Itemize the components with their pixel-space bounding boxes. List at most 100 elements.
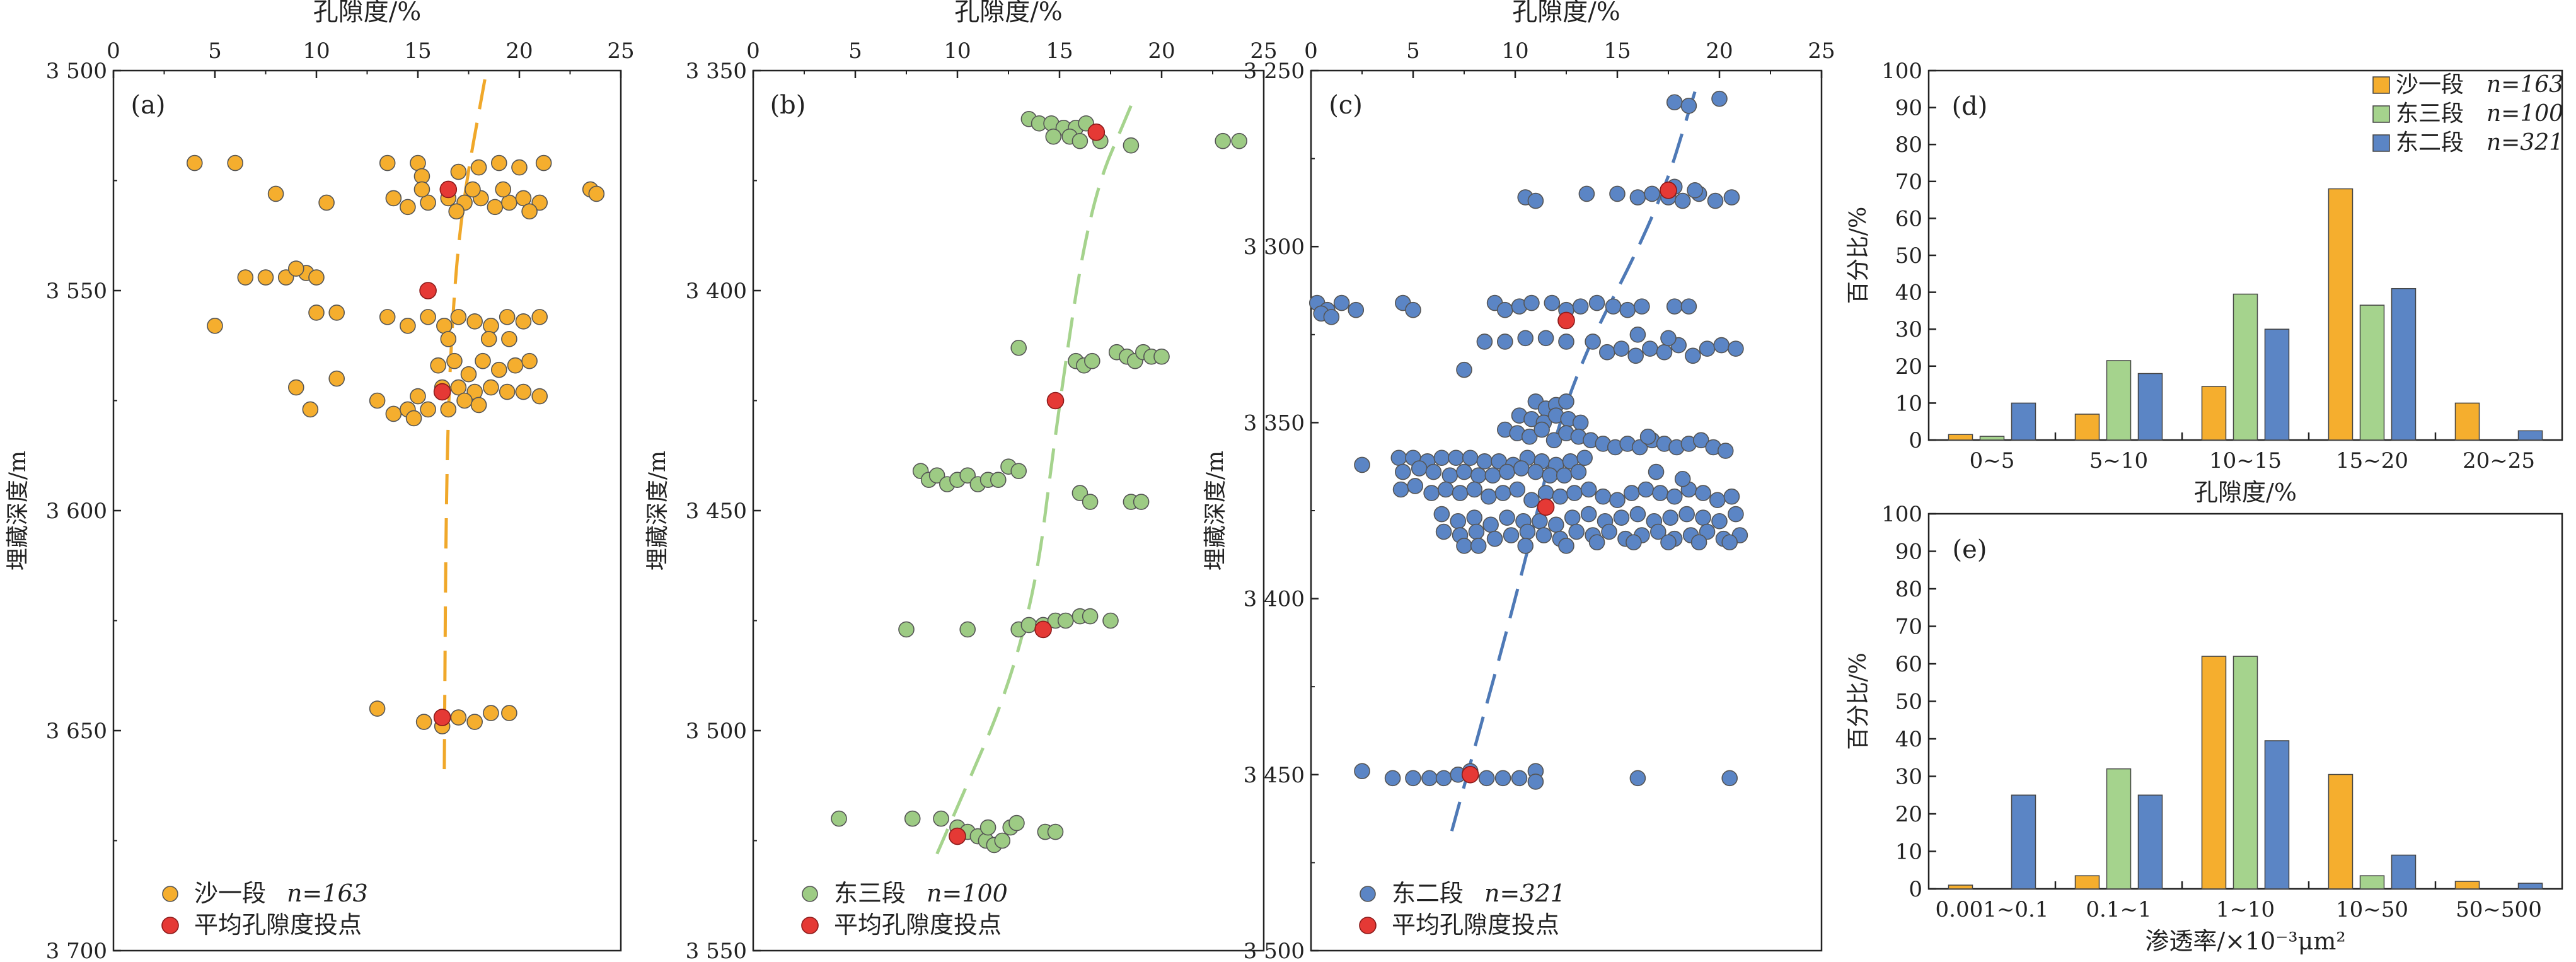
data-point — [499, 309, 516, 325]
data-point — [1695, 509, 1711, 526]
data-point — [1570, 463, 1587, 480]
data-point — [1656, 344, 1673, 361]
data-point — [318, 194, 335, 211]
bar — [2011, 402, 2036, 441]
x-tick-label: 0 — [746, 38, 760, 64]
data-point — [499, 383, 516, 400]
data-point — [1499, 509, 1515, 526]
data-point — [1713, 337, 1730, 354]
data-point — [1623, 485, 1640, 501]
x-tick-label: 25 — [607, 38, 634, 64]
legend-label: 东二段 — [1392, 879, 1464, 907]
data-point — [1047, 823, 1064, 840]
bar — [2201, 656, 2227, 890]
data-point — [1513, 460, 1530, 477]
y-tick-label: 70 — [1895, 170, 1922, 195]
data-point — [990, 472, 1007, 488]
bar — [2328, 774, 2354, 890]
panel-label: (c) — [1329, 91, 1363, 120]
data-point — [1711, 90, 1728, 107]
y-tick-label: 3 600 — [46, 499, 107, 524]
data-point — [1662, 509, 1679, 526]
y-tick-label: 30 — [1895, 765, 1922, 790]
data-point — [1390, 449, 1407, 467]
data-point — [1084, 352, 1100, 369]
bar — [2074, 414, 2100, 441]
y-tick-label: 3 400 — [686, 279, 747, 304]
x-axis-title: 孔隙度/% — [313, 0, 421, 26]
data-point — [1476, 453, 1493, 470]
data-point — [1484, 467, 1501, 484]
x-tick-label: 20~25 — [2463, 448, 2535, 473]
data-point — [1631, 439, 1648, 456]
data-point — [456, 392, 473, 409]
data-point — [1010, 339, 1027, 356]
x-tick-label: 5~10 — [2089, 448, 2148, 473]
bar — [2454, 402, 2480, 441]
data-point — [1558, 538, 1574, 554]
data-point — [1629, 189, 1646, 206]
data-point — [1568, 523, 1585, 540]
data-point — [1572, 414, 1589, 431]
data-point — [1626, 534, 1642, 551]
data-point — [1421, 770, 1438, 787]
data-point — [1605, 298, 1622, 315]
x-axis-title: 孔隙度/% — [954, 0, 1062, 26]
data-point — [1709, 492, 1726, 509]
mean-point — [433, 383, 451, 401]
data-point — [257, 269, 274, 286]
data-point — [1660, 534, 1677, 551]
legend-label: 平均孔隙度投点 — [194, 911, 362, 939]
x-axis-title: 渗透率/×10⁻³μm² — [2145, 927, 2345, 955]
y-tick-label: 60 — [1895, 206, 1922, 231]
mean-point — [1034, 620, 1052, 639]
panel-label: (d) — [1952, 92, 1988, 121]
x-axis-title: 孔隙度/% — [1512, 0, 1620, 26]
data-point — [405, 410, 422, 427]
data-point — [531, 388, 548, 405]
data-point — [1523, 294, 1540, 311]
data-point — [1071, 132, 1089, 149]
data-point — [1585, 333, 1601, 350]
y-tick-label: 10 — [1895, 840, 1922, 865]
data-point — [267, 185, 284, 202]
y-tick-label: 3 500 — [1244, 939, 1305, 962]
data-point — [511, 159, 528, 176]
data-point — [328, 370, 345, 387]
bar — [2264, 740, 2290, 890]
x-tick-label: 5 — [1406, 38, 1420, 64]
data-point — [831, 810, 847, 827]
mean-point — [1537, 498, 1555, 516]
y-tick-label: 3 400 — [1244, 587, 1305, 612]
data-point — [515, 190, 532, 207]
data-point — [1476, 333, 1493, 350]
data-point — [420, 401, 436, 418]
data-point — [495, 181, 512, 198]
legend-marker — [161, 917, 179, 934]
legend-label: 沙一段 — [194, 879, 266, 907]
data-point — [904, 810, 921, 827]
y-tick-label: 80 — [1895, 577, 1922, 602]
data-point — [1468, 523, 1485, 540]
data-point — [531, 309, 548, 325]
bar — [2074, 875, 2100, 890]
bar — [2232, 656, 2258, 890]
data-point — [1519, 523, 1536, 540]
legend-sample-size: n=100 — [2486, 101, 2563, 127]
data-point — [1482, 516, 1499, 533]
y-tick-label: 3 550 — [46, 279, 107, 304]
data-point — [1123, 137, 1140, 154]
x-tick-label: 0.1~1 — [2086, 897, 2151, 922]
bar — [2232, 293, 2258, 441]
mean-point — [1557, 311, 1575, 330]
data-point — [1680, 98, 1697, 114]
x-tick-label: 0 — [1304, 38, 1318, 64]
data-point — [369, 392, 386, 409]
data-point — [1470, 538, 1487, 554]
trend-line — [1448, 91, 1697, 839]
panel-c-frame — [1310, 69, 1823, 952]
data-point — [994, 832, 1011, 849]
data-point — [302, 401, 319, 418]
data-point — [1020, 617, 1037, 634]
